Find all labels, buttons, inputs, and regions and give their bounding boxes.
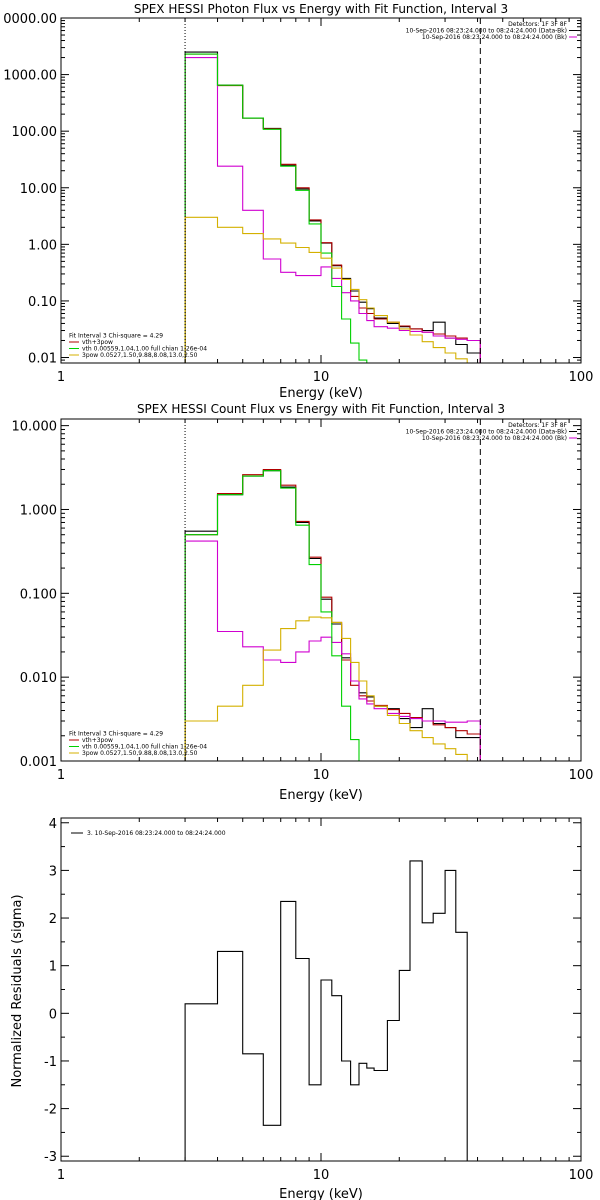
y-tick-label: 0000.00 bbox=[3, 12, 57, 27]
series-line-vth bbox=[184, 470, 481, 761]
series-group bbox=[184, 468, 481, 761]
y-tick-label: -3 bbox=[44, 1150, 57, 1165]
y-tick-label: 1 bbox=[49, 960, 57, 975]
x-tick-label: 100 bbox=[569, 1168, 594, 1183]
legend-text: 3pow 0.0527,1.50,9.88,8.08,13.0,2.50 bbox=[82, 750, 198, 757]
y-tick-label: 1.000 bbox=[20, 503, 57, 518]
y-tick-label: 10.000 bbox=[12, 420, 58, 435]
legend-text: vth+3pow bbox=[82, 339, 113, 346]
y-tick-label: -1 bbox=[44, 1055, 57, 1070]
x-tick-label: 10 bbox=[313, 1168, 330, 1183]
y-axis-label: Normalized Residuals (sigma) bbox=[10, 894, 25, 1087]
x-axis-label: Energy (keV) bbox=[279, 386, 363, 401]
plot-marks: 1 10 100 10.000 1.000 0.100 0.010 0.001 Detector… bbox=[12, 418, 594, 783]
y-tick-label: 0.010 bbox=[20, 671, 57, 686]
legend-text: 10-Sep-2016 08:23:24.000 to 08:24:24.000… bbox=[422, 34, 567, 41]
plot-marks: 1 10 100 0000.00 1000.00 100.00 10.00 1.00 0.10 0… bbox=[3, 12, 593, 385]
x-axis-label: Energy (keV) bbox=[279, 1187, 363, 1200]
x-tick-label: 1 bbox=[57, 1168, 65, 1183]
x-tick-label: 10 bbox=[313, 768, 330, 783]
plot-frame bbox=[60, 17, 582, 364]
y-tick-label: -2 bbox=[44, 1103, 57, 1118]
y-tick-label: 10.00 bbox=[20, 182, 57, 197]
legend-text: Fit Interval 3 Chi-square = 4.29 bbox=[69, 333, 163, 340]
series-line-vth-3pow bbox=[184, 53, 481, 363]
series-line-3pow bbox=[184, 616, 481, 761]
chart-title: SPEX HESSI Count Flux vs Energy with Fit… bbox=[137, 402, 505, 416]
y-tick-label: 0.01 bbox=[28, 352, 57, 367]
residuals-panel: Energy (keV) Normalized Residuals (sigma… bbox=[10, 817, 593, 1200]
series-line-vth bbox=[184, 53, 481, 363]
legend-text: vth+3pow bbox=[82, 737, 113, 744]
series-group bbox=[184, 860, 468, 1161]
x-tick-label: 100 bbox=[569, 768, 594, 783]
series-line-bk bbox=[184, 540, 481, 761]
series-line-data-bk bbox=[184, 470, 481, 761]
y-tick-label: 2 bbox=[49, 912, 57, 927]
y-tick-label: 1000.00 bbox=[3, 69, 57, 84]
y-tick-label: 0.10 bbox=[28, 295, 57, 310]
x-tick-label: 10 bbox=[313, 370, 330, 385]
x-tick-label: 1 bbox=[57, 768, 65, 783]
legend-text: 3. 10-Sep-2016 08:23:24.000 to 08:24:24.… bbox=[87, 830, 226, 837]
series-line-data-bk bbox=[184, 51, 481, 363]
y-tick-label: 0.100 bbox=[20, 587, 57, 602]
legend-text: Detectors: 1F 3F 8F bbox=[508, 21, 567, 28]
series-line-bk bbox=[184, 57, 481, 363]
series-group bbox=[184, 51, 481, 363]
x-tick-label: 1 bbox=[57, 370, 65, 385]
x-axis-label: Energy (keV) bbox=[279, 788, 363, 803]
series-line-3pow bbox=[184, 216, 481, 363]
y-tick-label: 100.00 bbox=[12, 125, 58, 140]
series-line-3-10-sep-2016-08-23-24-000-to-08-24-24-000 bbox=[184, 860, 468, 1161]
legend-text: 10-Sep-2016 08:23:24.000 to 08:24:24.000… bbox=[422, 435, 567, 442]
legend-text: vth 0.00559,1.04,1.00 full chian 1.26e-0… bbox=[82, 744, 207, 751]
x-tick-label: 100 bbox=[569, 370, 594, 385]
legend-text: Fit Interval 3 Chi-square = 4.29 bbox=[69, 731, 163, 738]
legend-text: Detectors: 1F 3F 8F bbox=[508, 422, 567, 429]
series-line-vth-3pow bbox=[184, 468, 481, 761]
y-tick-label: 0 bbox=[49, 1007, 57, 1022]
photon-flux-panel: SPEX HESSI Photon Flux vs Energy with Fi… bbox=[3, 2, 593, 401]
y-tick-label: 3 bbox=[49, 864, 57, 879]
legend-text: vth 0.00559,1.04,1.00 full chian 1.26e-0… bbox=[82, 346, 207, 353]
legend-text: 10-Sep-2016 08:23:24.000 to 08:24:24.000… bbox=[406, 429, 567, 436]
y-tick-label: 0.001 bbox=[20, 755, 57, 770]
chart-title: SPEX HESSI Photon Flux vs Energy with Fi… bbox=[134, 2, 508, 16]
legend-text: 10-Sep-2016 08:23:24.000 to 08:24:24.000… bbox=[406, 28, 567, 35]
y-tick-label: 1.00 bbox=[28, 238, 57, 253]
count-flux-panel: SPEX HESSI Count Flux vs Energy with Fit… bbox=[12, 402, 594, 803]
legend-text: 3pow 0.0527,1.50,9.88,8.08,13.0,2.50 bbox=[82, 352, 198, 359]
y-tick-label: 4 bbox=[49, 817, 57, 832]
